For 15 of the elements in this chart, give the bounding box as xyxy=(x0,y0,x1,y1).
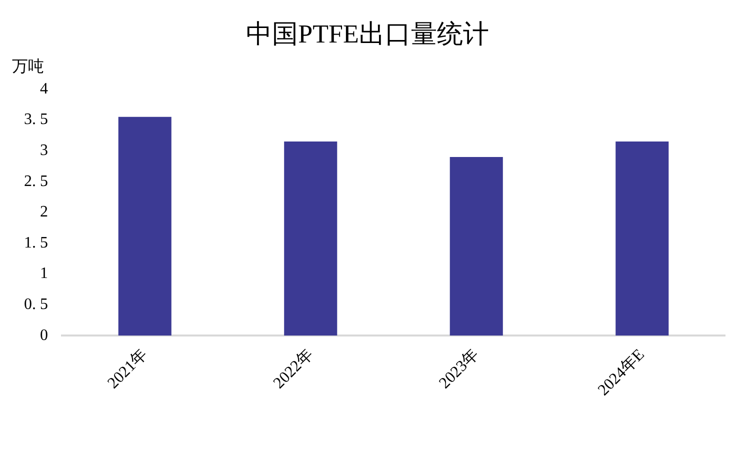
bar xyxy=(284,142,338,336)
y-tick-label: 0 xyxy=(40,326,48,344)
y-tick-label: 4 xyxy=(40,80,48,98)
bar xyxy=(616,142,669,336)
bar xyxy=(450,156,503,336)
y-tick-label: 3 xyxy=(40,142,48,159)
y-tick-label: 1. 5 xyxy=(24,234,48,252)
bar xyxy=(118,116,172,336)
chart-title: 中国PTFE出口量统计 xyxy=(246,19,489,48)
y-tick-label: 3. 5 xyxy=(24,111,48,128)
y-tick-label: 1 xyxy=(40,265,48,282)
y-tick-label: 2 xyxy=(40,204,48,221)
y-tick-label: 2. 5 xyxy=(24,172,48,190)
y-tick-label: 0. 5 xyxy=(24,296,48,313)
y-axis-title: 万吨 xyxy=(12,57,44,76)
